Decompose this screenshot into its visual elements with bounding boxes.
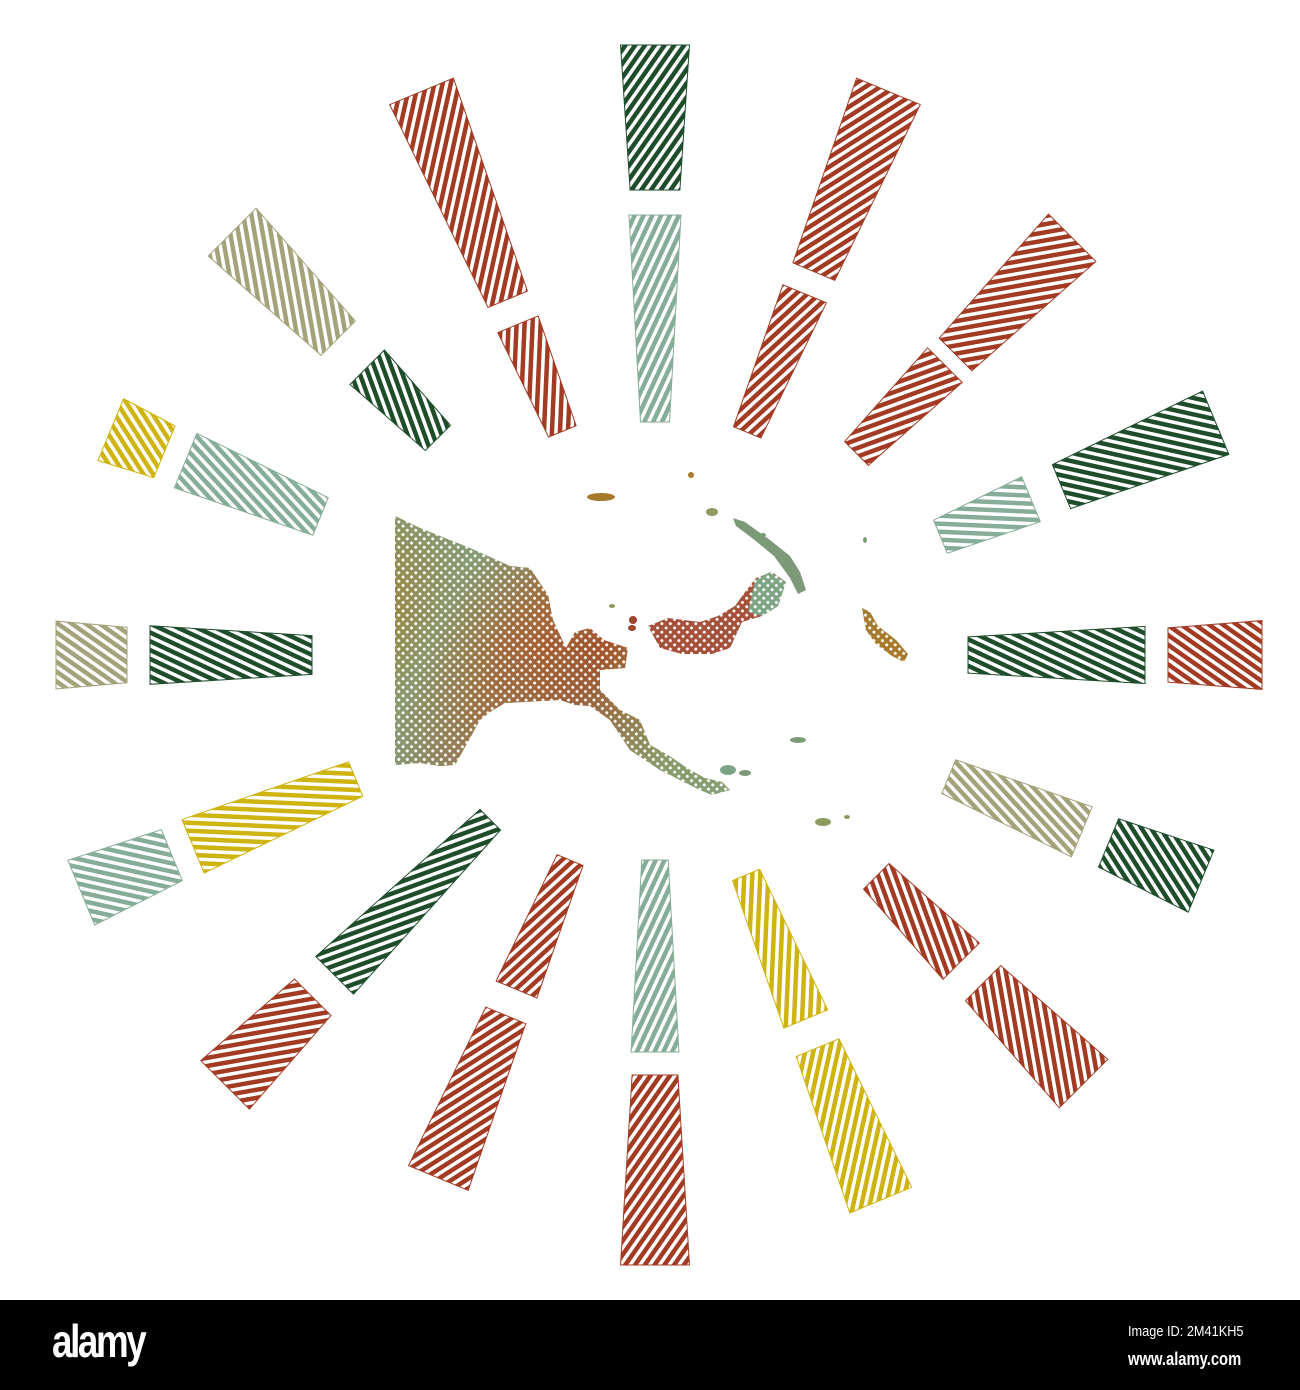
watermark-bar: alamy Image ID: 2M41KH5 www.alamy.com — [0, 1300, 1300, 1390]
ray-13-inner-segment — [149, 625, 313, 685]
sunburst-rays — [55, 44, 1263, 1266]
ray-6-outer-segment — [1097, 818, 1215, 913]
manus-island — [587, 493, 615, 501]
image-id-text: Image ID: 2M41KH5 — [1128, 1323, 1244, 1340]
sunburst-map-artwork — [55, 44, 1263, 1266]
island — [760, 533, 766, 537]
island — [739, 770, 751, 776]
alamy-logo: alamy — [52, 1315, 147, 1367]
ray-1-outer-segment — [619, 44, 691, 191]
ray-15-inner-segment — [349, 349, 452, 452]
ray-9-inner-segment — [630, 859, 680, 1053]
ray-14-inner-segment — [173, 432, 329, 536]
island — [628, 625, 636, 631]
ray-16-outer-segment — [389, 77, 529, 309]
island — [706, 508, 718, 516]
island — [844, 815, 850, 819]
ray-12-outer-segment — [67, 829, 183, 926]
ray-8-inner-segment — [731, 868, 829, 1029]
ray-5-outer-segment — [1167, 620, 1263, 690]
new-ireland — [733, 518, 806, 594]
island — [790, 737, 806, 743]
map-dot-overlay — [395, 516, 908, 795]
ray-9-outer-segment — [619, 1074, 691, 1266]
ray-13-outer-segment — [55, 620, 128, 690]
island — [720, 765, 736, 775]
ray-2-inner-segment — [732, 284, 828, 439]
ray-11-outer-segment — [200, 978, 332, 1110]
ray-4-outer-segment — [1051, 390, 1230, 510]
website-url[interactable]: www.alamy.com — [1128, 1349, 1242, 1369]
island — [688, 472, 694, 478]
ray-2-outer-segment — [792, 77, 921, 281]
ray-6-inner-segment — [941, 759, 1093, 858]
ray-10-inner-segment — [495, 854, 584, 999]
island — [609, 604, 615, 608]
island — [629, 616, 637, 624]
ray-5-inner-segment — [967, 625, 1146, 685]
ray-14-outer-segment — [97, 398, 176, 479]
island — [863, 537, 867, 543]
ray-4-inner-segment — [932, 476, 1041, 554]
ray-3-inner-segment — [843, 347, 963, 467]
ray-8-outer-segment — [795, 1038, 913, 1214]
ray-7-outer-segment — [964, 964, 1109, 1109]
country-map-papua-new-guinea — [395, 472, 908, 826]
ray-11-inner-segment — [315, 808, 502, 995]
ray-1-inner-segment — [628, 214, 682, 423]
ray-3-outer-segment — [938, 213, 1097, 372]
ray-7-inner-segment — [862, 862, 981, 981]
ray-16-inner-segment — [497, 315, 577, 438]
ray-15-outer-segment — [207, 207, 356, 356]
island — [815, 818, 831, 826]
ray-12-inner-segment — [181, 761, 364, 874]
ray-10-outer-segment — [407, 1006, 527, 1191]
